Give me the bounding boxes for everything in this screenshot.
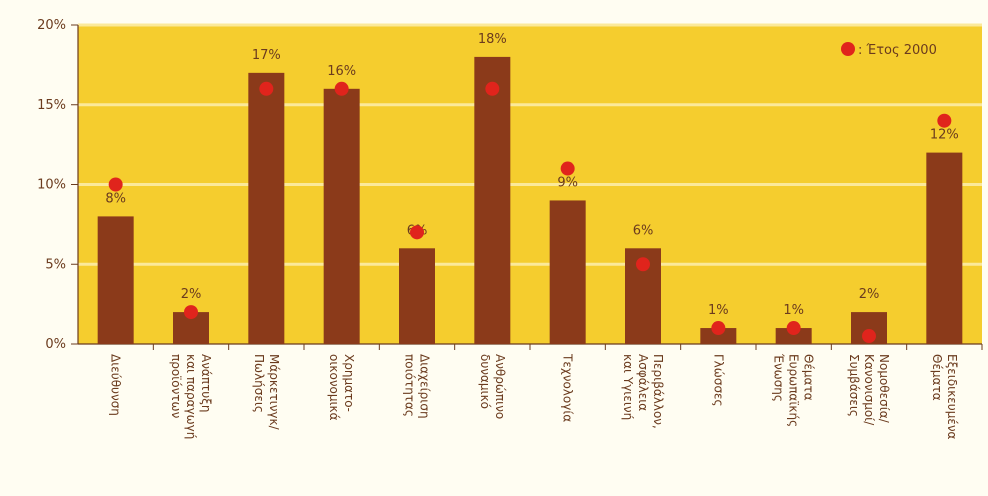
x-category-label: Διεύθυνση — [109, 354, 123, 416]
x-category-label-line: Πωλήσεις — [252, 354, 266, 413]
bar-value-label: 17% — [252, 48, 281, 63]
x-category-label-line: Νομοθεσία/ — [877, 354, 891, 424]
bar-value-label: 16% — [327, 64, 356, 79]
x-category-label-line: Συμβάσεις — [847, 354, 861, 417]
bar — [775, 328, 812, 344]
dot-2000 — [108, 177, 123, 192]
dot-2000 — [410, 225, 424, 240]
bar — [97, 216, 134, 344]
bar-value-label: 6% — [633, 223, 654, 238]
x-category-label-line: δυναμικό — [478, 354, 492, 409]
y-tick-label: 15% — [37, 98, 66, 113]
dot-2000 — [184, 305, 198, 320]
dot-2000 — [786, 321, 801, 336]
y-tick-label: 0% — [45, 337, 66, 352]
dot-2000 — [711, 321, 726, 336]
legend-dot-icon — [841, 42, 855, 56]
x-category-label-line: Ευρωπαϊκής — [787, 354, 801, 427]
x-category-label-line: προϊόντων — [169, 354, 183, 419]
dot-2000 — [485, 81, 500, 96]
y-tick-label: 10% — [37, 178, 66, 193]
x-category-label-line: Χρηματο- — [342, 354, 356, 412]
bar — [323, 88, 360, 344]
x-category-label-line: και Υγιεινή — [621, 354, 635, 420]
x-category-label-line: Θέματα — [802, 354, 816, 401]
y-tick-label: 20% — [37, 18, 66, 33]
legend-label: : Έτος 2000 — [858, 43, 937, 58]
x-category-label-line: Γλώσσες — [711, 354, 725, 407]
bar-value-label: 2% — [859, 287, 880, 302]
bar — [549, 200, 586, 344]
x-category-label-line: Ανθρώπινο — [493, 354, 507, 419]
dot-2000 — [862, 329, 876, 344]
x-category-label: Νομοθεσία/Κανονισμοί/Συμβάσεις — [847, 354, 891, 426]
x-category-label-line: Ανάπτυξη — [199, 354, 213, 413]
x-category-label-line: Διεύθυνση — [109, 354, 123, 416]
bar — [474, 56, 511, 345]
bar — [399, 248, 435, 344]
dot-2000 — [636, 257, 650, 272]
bar-value-label: 1% — [783, 303, 804, 318]
bar-value-label: 12% — [930, 128, 959, 143]
bar-value-label: 8% — [105, 191, 126, 206]
x-category-label-line: οικονομικά — [327, 354, 341, 421]
x-category-label: Μάρκετινγκ/Πωλήσεις — [252, 354, 281, 431]
x-category-label-line: Μάρκετινγκ/ — [267, 354, 281, 431]
x-category-label-line: Τεχνολογία — [561, 353, 575, 422]
x-category-label-line: Ένωσης — [772, 353, 786, 402]
bar-value-label: 9% — [557, 175, 578, 190]
x-category-label: Χρηματο-οικονομικά — [327, 354, 356, 421]
x-category-label-line: Περιβάλλον, — [651, 354, 665, 429]
bar — [926, 152, 963, 344]
bar-value-label: 1% — [708, 303, 729, 318]
x-category-label-line: Διαχείριση — [418, 354, 432, 419]
x-category-label-line: Κανονισμοί/ — [862, 354, 876, 426]
x-category-label-line: ποιότητας — [403, 354, 417, 417]
bar-value-label: 18% — [478, 32, 507, 47]
dot-2000 — [259, 81, 274, 96]
y-tick-label: 5% — [45, 257, 66, 272]
x-category-label-line: Εξειδικευμένα — [945, 354, 959, 440]
bar — [700, 328, 737, 344]
dot-2000 — [334, 81, 349, 96]
x-category-label-line: και παραγωγή — [184, 354, 198, 439]
bar-value-label: 2% — [181, 287, 202, 302]
dot-2000 — [560, 161, 575, 176]
x-category-label: Τεχνολογία — [561, 353, 575, 422]
bar — [248, 72, 285, 344]
x-category-label: Γλώσσες — [711, 354, 725, 407]
x-category-label-line: Ασφάλεια — [636, 354, 650, 411]
x-category-label-line: Θέματα — [930, 354, 944, 401]
dot-2000 — [937, 113, 952, 128]
